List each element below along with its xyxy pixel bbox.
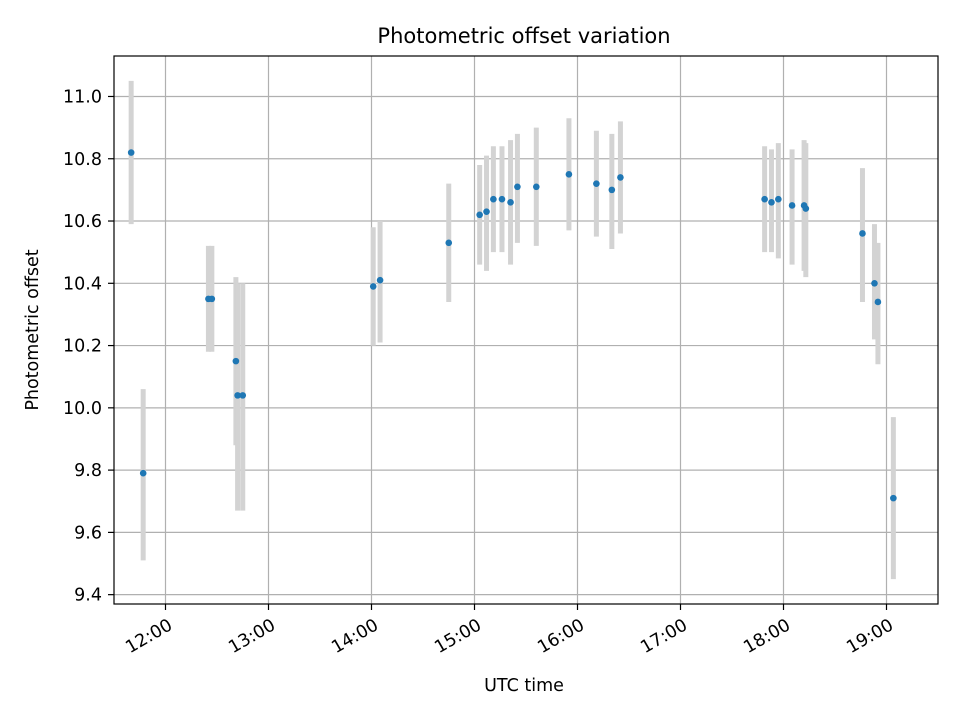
data-point bbox=[490, 195, 497, 203]
data-point bbox=[761, 195, 768, 203]
data-point bbox=[139, 469, 147, 477]
data-point bbox=[533, 183, 540, 191]
data-point bbox=[498, 195, 506, 203]
plot-frame bbox=[113, 55, 939, 605]
data-point bbox=[593, 180, 600, 187]
data-point bbox=[859, 230, 866, 237]
x-axis-label: UTC time bbox=[484, 676, 564, 696]
data-point bbox=[239, 392, 247, 399]
data-point bbox=[890, 494, 897, 502]
y-tick-label: 11.0 bbox=[63, 87, 102, 107]
data-point bbox=[775, 195, 782, 203]
y-tick-label: 10.8 bbox=[63, 150, 102, 170]
y-tick-label: 9.6 bbox=[74, 523, 102, 543]
y-axis-ticks: 9.4 9.6 9.8 10.0 10.2 10.4 10.6 10.8 11.0 bbox=[63, 87, 114, 606]
y-axis-label: Photometric offset bbox=[23, 249, 43, 410]
data-point bbox=[445, 239, 453, 247]
y-tick-label: 10.2 bbox=[63, 337, 102, 357]
y-tick-label: 9.8 bbox=[74, 461, 102, 481]
data-point bbox=[476, 211, 483, 219]
data-points bbox=[127, 149, 897, 502]
data-point bbox=[608, 186, 616, 194]
data-point bbox=[369, 283, 377, 290]
data-point bbox=[617, 174, 624, 181]
data-point bbox=[376, 276, 384, 284]
data-point bbox=[768, 199, 775, 206]
data-point bbox=[871, 279, 878, 287]
y-tick-label: 9.4 bbox=[74, 586, 102, 606]
data-point bbox=[127, 149, 135, 156]
grid bbox=[114, 56, 938, 604]
data-point bbox=[565, 171, 573, 178]
data-point bbox=[232, 357, 240, 365]
data-point bbox=[234, 392, 241, 399]
data-point bbox=[802, 205, 810, 212]
data-point bbox=[514, 183, 521, 191]
y-tick-label: 10.4 bbox=[63, 274, 102, 294]
y-tick-label: 10.0 bbox=[63, 399, 102, 419]
data-point bbox=[507, 199, 514, 206]
chart-title: Photometric offset variation bbox=[377, 24, 670, 48]
data-point bbox=[483, 208, 490, 215]
data-point bbox=[788, 202, 796, 209]
data-point bbox=[208, 295, 216, 303]
y-tick-label: 10.6 bbox=[63, 212, 102, 232]
data-point bbox=[874, 298, 882, 306]
